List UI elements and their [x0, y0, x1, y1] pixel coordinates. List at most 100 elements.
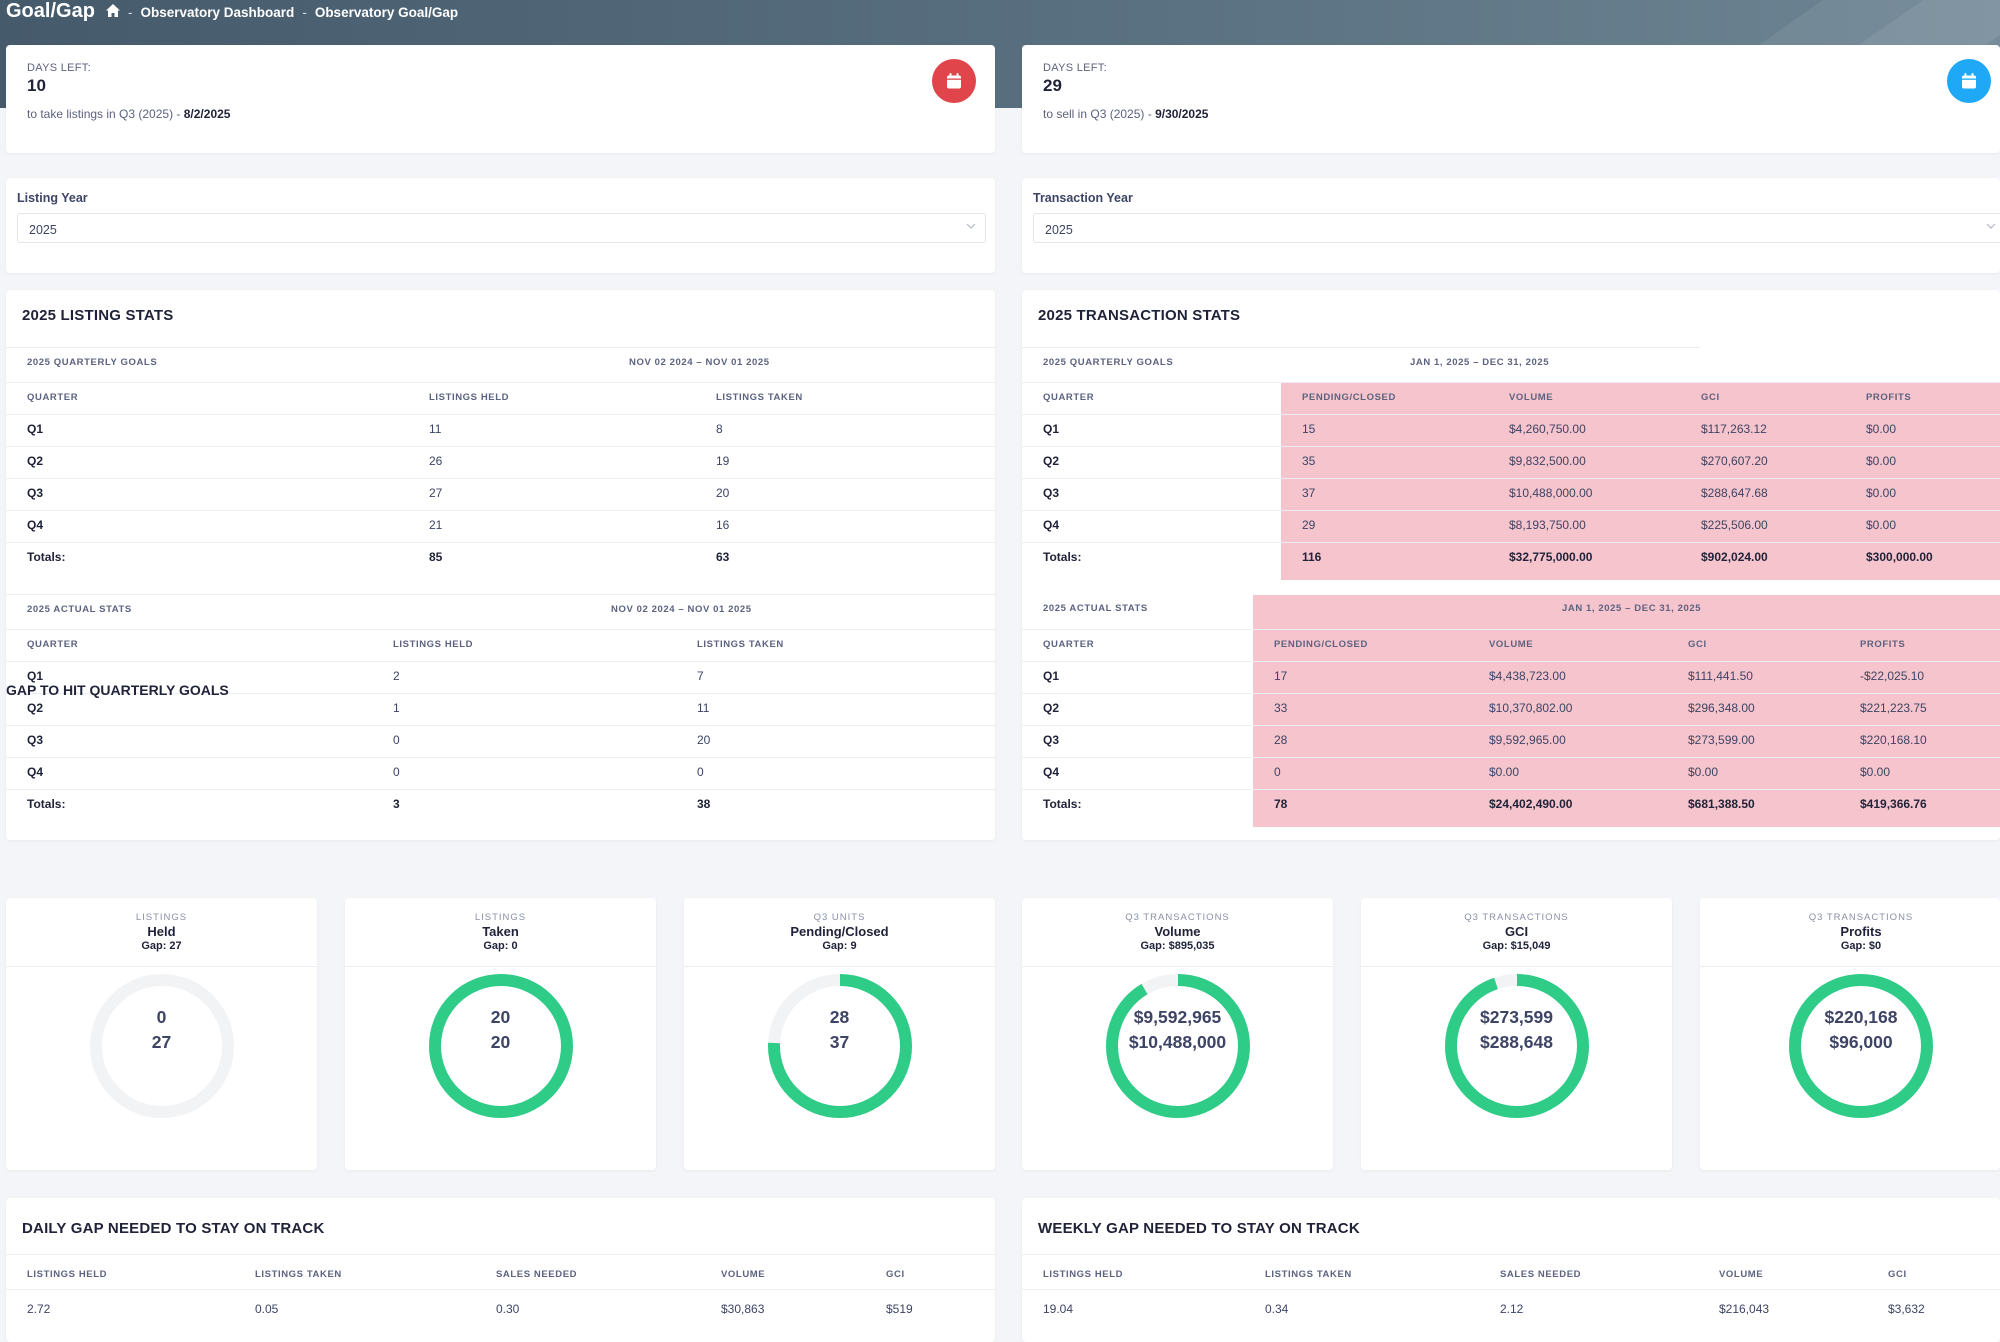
transaction-goals-caption-row: 2025 QUARTERLY GOALS JAN 1, 2025 – DEC 3…	[1022, 347, 1700, 372]
listing-year-card: Listing Year 2025	[6, 178, 995, 273]
table-row: Q1 15 $4,260,750.00 $117,263.12 $0.00	[1022, 414, 2000, 439]
table-row: Q1 2 7	[6, 661, 995, 686]
calendar-icon	[1947, 59, 1991, 103]
days-left-date: 8/2/2025	[183, 107, 231, 121]
gap-card-listings-held: LISTINGS Held Gap: 27 0 27	[6, 898, 317, 1170]
listing-actual-range: NOV 02 2024 – NOV 01 2025	[611, 604, 752, 615]
transaction-goals-label: 2025 QUARTERLY GOALS	[1043, 357, 1174, 368]
chevron-down-icon	[965, 220, 977, 235]
gap-card-listings-taken: LISTINGS Taken Gap: 0 20 20	[345, 898, 656, 1170]
listing-goals-caption-row: 2025 QUARTERLY GOALS NOV 02 2024 – NOV 0…	[6, 347, 995, 372]
progress-donut	[1444, 974, 1589, 1118]
actual-value: 20	[490, 1007, 511, 1027]
goal-value: $96,000	[1829, 1032, 1893, 1052]
table-row: Q3 0 20	[6, 725, 995, 750]
days-left-sales-card: DAYS LEFT: 29 to sell in Q3 (2025) - 9/3…	[1022, 45, 2000, 153]
transaction-goals-range: JAN 1, 2025 – DEC 31, 2025	[1410, 357, 1550, 368]
actual-value: $220,168	[1824, 1007, 1898, 1027]
gap-section-title: GAP TO HIT QUARTERLY GOALS	[6, 682, 229, 698]
progress-donut	[1789, 974, 1933, 1118]
progress-arc	[428, 974, 573, 1118]
gap-card-profits: Q3 TRANSACTIONS Profits Gap: $0 $220,168…	[1700, 898, 2000, 1170]
transaction-actual-range: JAN 1, 2025 – DEC 31, 2025	[1562, 603, 1702, 614]
table-header-row: QUARTER PENDING/CLOSED VOLUME GCI PROFIT…	[1022, 382, 2000, 407]
listing-stats-title: 2025 LISTING STATS	[22, 307, 174, 324]
goal-value: 27	[151, 1032, 172, 1052]
days-left-value: 29	[1043, 76, 1062, 95]
progress-donut	[767, 974, 912, 1118]
home-icon[interactable]	[106, 4, 120, 20]
table-totals-row: Totals: 116 $32,775,000.00 $902,024.00 $…	[1022, 542, 2000, 567]
actual-value: 28	[829, 1007, 850, 1027]
table-row: Q4 0 0	[6, 757, 995, 782]
transaction-year-select[interactable]: 2025	[1033, 213, 2000, 243]
gap-card-volume: Q3 TRANSACTIONS Volume Gap: $895,035 $9,…	[1022, 898, 1333, 1170]
actual-value: $273,599	[1480, 1007, 1553, 1027]
listing-stats-card: 2025 LISTING STATS 2025 QUARTERLY GOALS …	[6, 290, 995, 840]
table-row: Q2 33 $10,370,802.00 $296,348.00 $221,22…	[1022, 693, 2000, 718]
days-left-label: DAYS LEFT:	[1043, 62, 1107, 74]
chevron-down-icon	[1985, 220, 1997, 235]
table-row: Q1 17 $4,438,723.00 $111,441.50 -$22,025…	[1022, 661, 2000, 686]
table-row: Q3 37 $10,488,000.00 $288,647.68 $0.00	[1022, 478, 2000, 503]
table-row: Q2 35 $9,832,500.00 $270,607.20 $0.00	[1022, 446, 2000, 471]
goal-value: 20	[490, 1032, 511, 1052]
table-row: Q2 26 19	[6, 446, 995, 471]
listing-year-select[interactable]: 2025	[17, 213, 986, 243]
table-totals-row: Totals: 78 $24,402,490.00 $681,388.50 $4…	[1022, 789, 2000, 814]
daily-gap-title: DAILY GAP NEEDED TO STAY ON TRACK	[22, 1220, 325, 1237]
transaction-stats-title: 2025 TRANSACTION STATS	[1038, 307, 1241, 324]
table-row: Q1 11 8	[6, 414, 995, 439]
goals-highlight	[1281, 382, 2000, 580]
actual-value: $9,592,965	[1133, 1007, 1222, 1027]
progress-arc	[767, 974, 912, 1118]
table-row: Q4 21 16	[6, 510, 995, 535]
days-left-date: 9/30/2025	[1155, 107, 1209, 121]
weekly-gap-card: WEEKLY GAP NEEDED TO STAY ON TRACK LISTI…	[1022, 1198, 2000, 1342]
listing-year-label: Listing Year	[17, 191, 88, 205]
daily-gap-card: DAILY GAP NEEDED TO STAY ON TRACK LISTIN…	[6, 1198, 995, 1342]
progress-arc	[1789, 974, 1933, 1118]
gap-card-gci: Q3 TRANSACTIONS GCI Gap: $15,049 $273,59…	[1361, 898, 1672, 1170]
goal-value: $10,488,000	[1128, 1032, 1227, 1052]
table-totals-row: Totals: 85 63	[6, 542, 995, 567]
listing-actual-label: 2025 ACTUAL STATS	[27, 604, 132, 615]
table-header-row: QUARTER LISTINGS HELD LISTINGS TAKEN	[6, 629, 995, 654]
progress-donut	[1105, 974, 1250, 1118]
table-header-row: LISTINGS HELD LISTINGS TAKEN SALES NEEDE…	[1022, 1254, 2000, 1289]
progress-donut	[89, 974, 234, 1118]
table-row: 2.72 0.05 0.30 $30,863 $519	[6, 1289, 995, 1325]
days-left-listings-card: DAYS LEFT: 10 to take listings in Q3 (20…	[6, 45, 995, 153]
table-header-row: QUARTER PENDING/CLOSED VOLUME GCI PROFIT…	[1022, 629, 2000, 654]
actual-highlight	[1253, 595, 2000, 827]
actual-value: 0	[156, 1007, 167, 1027]
table-row: Q3 27 20	[6, 478, 995, 503]
listing-goals-label: 2025 QUARTERLY GOALS	[27, 357, 158, 368]
table-row: Q2 1 11	[6, 693, 995, 718]
days-left-description: to sell in Q3 (2025) - 9/30/2025	[1043, 107, 1209, 121]
goal-value: 37	[829, 1032, 850, 1052]
days-left-label: DAYS LEFT:	[27, 62, 91, 74]
days-left-value: 10	[27, 76, 46, 95]
listing-actual-caption-row: 2025 ACTUAL STATS NOV 02 2024 – NOV 01 2…	[6, 594, 995, 619]
calendar-icon	[932, 59, 976, 103]
breadcrumb-dashboard-link[interactable]: Observatory Dashboard	[140, 4, 295, 20]
table-row: Q4 0 $0.00 $0.00 $0.00	[1022, 757, 2000, 782]
table-header-row: LISTINGS HELD LISTINGS TAKEN SALES NEEDE…	[6, 1254, 995, 1289]
transaction-year-label: Transaction Year	[1033, 191, 1133, 205]
table-row: Q4 29 $8,193,750.00 $225,506.00 $0.00	[1022, 510, 2000, 535]
transaction-actual-label: 2025 ACTUAL STATS	[1043, 603, 1148, 614]
weekly-gap-title: WEEKLY GAP NEEDED TO STAY ON TRACK	[1038, 1220, 1360, 1237]
goal-value: $288,648	[1480, 1032, 1553, 1052]
transaction-actual-caption-row: 2025 ACTUAL STATS JAN 1, 2025 – DEC 31, …	[1022, 594, 2000, 619]
transaction-stats-card: 2025 TRANSACTION STATS 2025 QUARTERLY GO…	[1022, 290, 2000, 840]
progress-donut	[428, 974, 573, 1118]
page-title: Goal/Gap	[6, 0, 95, 22]
table-header-row: QUARTER LISTINGS HELD LISTINGS TAKEN	[6, 382, 995, 407]
breadcrumb-current: Observatory Goal/Gap	[314, 4, 459, 20]
listing-goals-range: NOV 02 2024 – NOV 01 2025	[629, 357, 770, 368]
days-left-description: to take listings in Q3 (2025) - 8/2/2025	[27, 107, 231, 121]
table-row: 19.04 0.34 2.12 $216,043 $3,632	[1022, 1289, 2000, 1325]
transaction-year-card: Transaction Year 2025	[1022, 178, 2000, 273]
gap-card-pending-closed: Q3 UNITS Pending/Closed Gap: 9 28 37	[684, 898, 995, 1170]
